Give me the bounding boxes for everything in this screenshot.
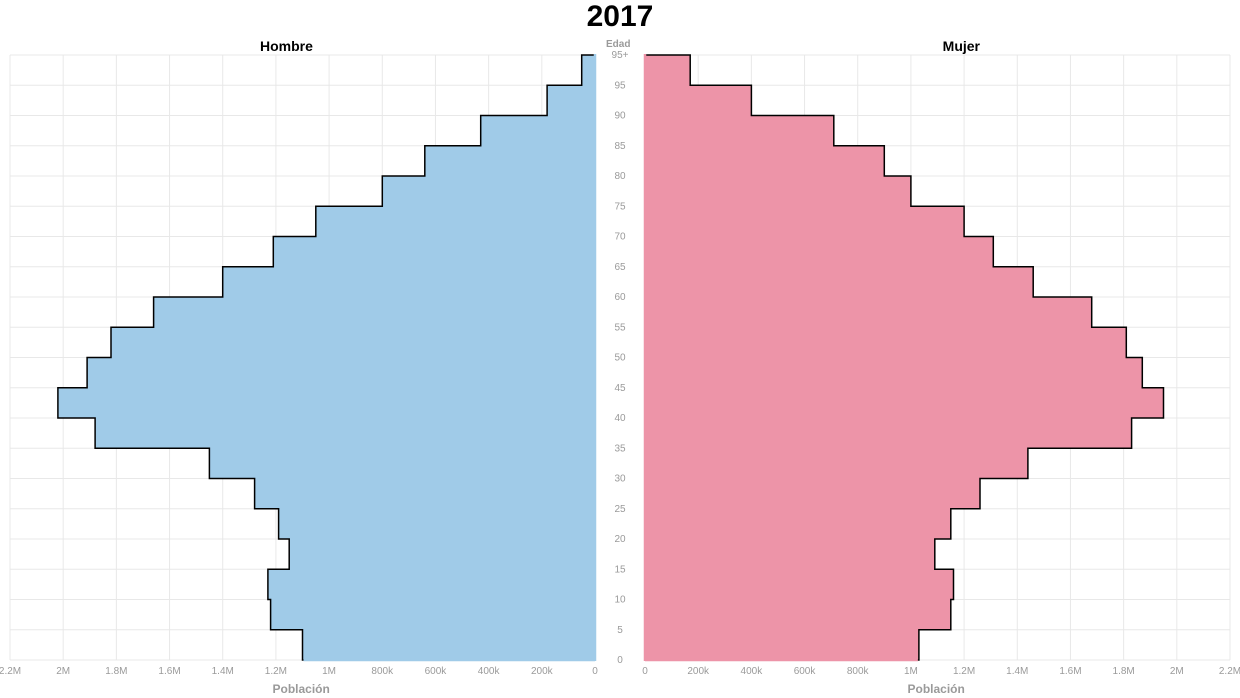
age-tick-label: 80 — [614, 171, 626, 182]
age-tick-label: 75 — [614, 201, 626, 212]
x-tick-label: 600k — [794, 666, 817, 677]
age-tick-label: 65 — [614, 262, 626, 273]
x-tick-label: 800k — [371, 666, 394, 677]
x-tick-label: 800k — [847, 666, 870, 677]
age-tick-label: 0 — [617, 655, 623, 666]
age-tick-label: 5 — [617, 625, 623, 636]
x-tick-label: 2.2M — [0, 666, 21, 677]
x-tick-label: 1M — [904, 666, 918, 677]
x-tick-label: 1.8M — [105, 666, 127, 677]
x-tick-label: 1.4M — [1006, 666, 1028, 677]
age-tick-label: 60 — [614, 292, 626, 303]
x-tick-label: 0 — [642, 666, 648, 677]
age-tick-label: 15 — [614, 564, 626, 575]
age-tick-label: 30 — [614, 474, 626, 485]
x-tick-label: 1.2M — [953, 666, 975, 677]
x-axis-title-right: Población — [908, 682, 965, 696]
x-tick-label: 1.6M — [158, 666, 180, 677]
x-tick-label: 400k — [478, 666, 501, 677]
x-tick-label: 1M — [322, 666, 336, 677]
x-tick-label: 2M — [56, 666, 70, 677]
x-tick-label: 1.2M — [265, 666, 287, 677]
x-tick-label: 0 — [592, 666, 598, 677]
x-tick-label: 200k — [531, 666, 554, 677]
x-tick-label: 600k — [425, 666, 448, 677]
pyramid-chart: 0 0 200k 200k 400k 400k 600k 600k 800k 800k 1M 1M 1.… — [0, 0, 1240, 698]
x-tick-label: 1.4M — [212, 666, 234, 677]
x-tick-label: 2.2M — [1219, 666, 1240, 677]
age-tick-label: 35 — [614, 443, 626, 454]
x-tick-label: 1.6M — [1059, 666, 1081, 677]
age-ticks: 0 5 10 15 20 25 30 35 40 45 50 55 60 65 70 75 80 85 90 95 95… — [612, 50, 629, 666]
x-tick-label: 1.8M — [1113, 666, 1135, 677]
age-tick-label: 55 — [614, 322, 626, 333]
age-tick-label: 50 — [614, 353, 626, 364]
age-tick-label: 20 — [614, 534, 626, 545]
age-tick-label: 70 — [614, 232, 626, 243]
x-tick-label: 2M — [1170, 666, 1184, 677]
x-axis-title-left: Población — [273, 682, 330, 696]
x-ticks: 0 0 200k 200k 400k 400k 600k 600k 800k 800k 1M 1M 1.… — [0, 666, 1240, 677]
age-tick-label: 40 — [614, 413, 626, 424]
age-tick-label: 25 — [614, 504, 626, 515]
x-tick-label: 200k — [687, 666, 710, 677]
age-tick-label: 95 — [614, 80, 626, 91]
age-tick-label: 85 — [614, 141, 626, 152]
x-tick-label: 400k — [741, 666, 764, 677]
age-tick-label: 90 — [614, 111, 626, 122]
age-tick-label: 10 — [614, 595, 626, 606]
age-tick-label: 45 — [614, 383, 626, 394]
age-tick-label: 95+ — [612, 50, 629, 61]
